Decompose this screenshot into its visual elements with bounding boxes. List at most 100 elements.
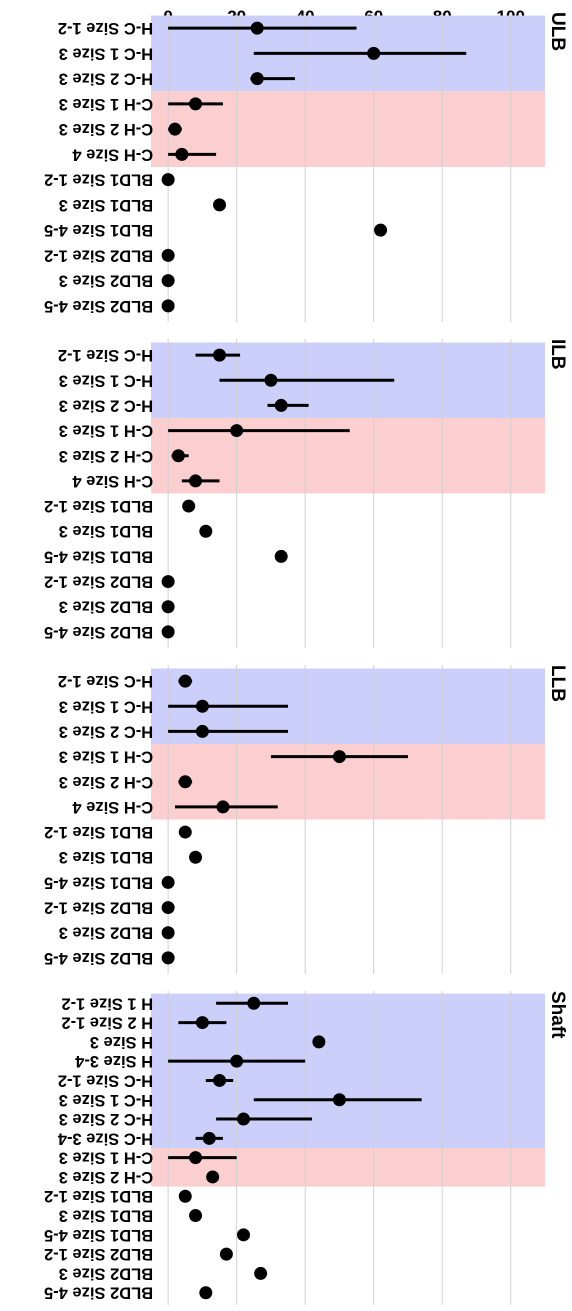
panel-1-category-label-0: H-C Size 1-2 bbox=[58, 346, 153, 364]
panel-3-point-4 bbox=[213, 1073, 227, 1087]
panel-0-point-11 bbox=[161, 299, 175, 313]
panel-0-point-10 bbox=[161, 274, 175, 288]
panel-3-point-13 bbox=[219, 1247, 233, 1261]
panel-0-category-label-3: C-H 1 Size 3 bbox=[59, 95, 153, 113]
panel-2-category-label-2: H-C 2 Size 3 bbox=[59, 722, 153, 740]
panel-0-point-2 bbox=[250, 72, 264, 86]
panel-1-point-9 bbox=[161, 575, 175, 589]
panel-0-category-label-9: BLD2 Size 1-2 bbox=[44, 246, 153, 264]
panel-2-point-4 bbox=[178, 775, 192, 789]
panel-0-point-8 bbox=[374, 223, 388, 237]
panel-3-point-3 bbox=[230, 1054, 244, 1068]
panel-1-point-11 bbox=[161, 625, 175, 639]
panel-1-point-3 bbox=[230, 424, 244, 438]
panel-2-category-label-10: BLD2 Size 3 bbox=[59, 924, 153, 942]
panel-2-category-label-5: C-H Size 4 bbox=[72, 798, 154, 816]
panel-2-point-11 bbox=[161, 951, 175, 965]
panel-0-point-1 bbox=[367, 46, 381, 60]
panel-1-category-label-8: BLD1 Size 4-5 bbox=[44, 547, 153, 565]
panel-2-point-1 bbox=[195, 699, 209, 713]
panel-2-point-6 bbox=[178, 825, 192, 839]
panel-3-category-label-10: BLD1 Size 1-2 bbox=[44, 1187, 153, 1205]
panel-0-category-label-5: C-H Size 4 bbox=[72, 145, 154, 163]
panel-2-point-0 bbox=[178, 674, 192, 688]
panel-2-category-label-8: BLD1 Size 4-5 bbox=[44, 873, 153, 891]
panel-1-point-2 bbox=[274, 398, 288, 412]
panel-0-category-label-1: H-C 1 Size 3 bbox=[59, 44, 153, 62]
panel-2-point-9 bbox=[161, 901, 175, 915]
panel-2-point-7 bbox=[189, 850, 203, 864]
panel-2-point-5 bbox=[216, 800, 230, 814]
panel-3-category-label-4: H-C Size 1-2 bbox=[58, 1071, 153, 1089]
panel-1-point-6 bbox=[182, 499, 196, 513]
panel-2-point-3 bbox=[332, 750, 346, 764]
panel-0-category-label-2: H-C 2 Size 3 bbox=[59, 70, 153, 88]
panel-3-category-label-11: BLD1 Size 3 bbox=[59, 1207, 153, 1225]
panel-3-point-7 bbox=[202, 1131, 216, 1145]
panel-1-category-label-4: C-H 2 Size 3 bbox=[59, 447, 153, 465]
panel-3-category-label-12: BLD1 Size 4-5 bbox=[44, 1226, 153, 1244]
panel-1-point-7 bbox=[199, 524, 213, 538]
panel-0-category-label-10: BLD2 Size 3 bbox=[59, 272, 153, 290]
panel-1-point-8 bbox=[274, 549, 288, 563]
panel-0-title: ULB bbox=[547, 12, 568, 51]
panel-2-category-label-6: BLD1 Size 1-2 bbox=[44, 823, 153, 841]
panel-0-red-band bbox=[151, 91, 545, 167]
panel-3-category-label-15: BLD2 Size 4-5 bbox=[44, 1284, 153, 1302]
panel-3-point-5 bbox=[332, 1093, 346, 1107]
panel-0-category-label-6: BLD1 Size 1-2 bbox=[44, 171, 153, 189]
panel-1-category-label-9: BLD2 Size 1-2 bbox=[44, 573, 153, 591]
panel-3-category-label-3: H Size 3-4 bbox=[74, 1052, 153, 1070]
panel-0-category-label-0: H-C Size 1-2 bbox=[58, 19, 153, 37]
panel-2-point-10 bbox=[161, 926, 175, 940]
panel-2-point-8 bbox=[161, 875, 175, 889]
panel-3-point-14 bbox=[254, 1266, 268, 1280]
panel-3-title: Shaft bbox=[547, 991, 568, 1039]
panel-1-category-label-10: BLD2 Size 3 bbox=[59, 598, 153, 616]
panel-3-point-6 bbox=[237, 1112, 251, 1126]
panel-2-blue-band bbox=[151, 668, 545, 745]
panel-1-category-label-11: BLD2 Size 4-5 bbox=[44, 623, 153, 641]
panel-1-point-10 bbox=[161, 600, 175, 614]
panel-3-category-label-8: C-H 1 Size 3 bbox=[59, 1149, 153, 1167]
panel-2-category-label-3: C-H 1 Size 3 bbox=[59, 748, 153, 766]
panel-3-blue-band bbox=[151, 993, 545, 1148]
panel-2-category-label-9: BLD2 Size 1-2 bbox=[44, 899, 153, 917]
panel-3-point-8 bbox=[189, 1151, 203, 1165]
panel-0-point-4 bbox=[168, 122, 182, 136]
panel-2-point-2 bbox=[195, 724, 209, 738]
panel-2-title: LLB bbox=[547, 665, 568, 702]
panel-3-point-9 bbox=[206, 1170, 220, 1184]
panel-3-category-label-2: H Size 3 bbox=[90, 1033, 153, 1051]
panel-2-category-label-0: H-C Size 1-2 bbox=[58, 672, 153, 690]
panel-3-category-label-6: H-C 2 Size 3 bbox=[59, 1110, 153, 1128]
panel-3-category-label-9: C-H 2 Size 3 bbox=[59, 1168, 153, 1186]
panel-3-point-10 bbox=[178, 1189, 192, 1203]
panel-3-point-2 bbox=[312, 1035, 326, 1049]
panel-3-category-label-0: H 1 Size 1-2 bbox=[61, 994, 153, 1012]
panel-2-red-band bbox=[151, 744, 545, 820]
panel-1-category-label-1: H-C 1 Size 3 bbox=[59, 371, 153, 389]
panel-3-category-label-14: BLD2 Size 3 bbox=[59, 1264, 153, 1282]
panel-2-category-label-4: C-H 2 Size 3 bbox=[59, 773, 153, 791]
panel-1-point-1 bbox=[264, 373, 278, 387]
panel-1-point-4 bbox=[171, 449, 185, 463]
panel-3-category-label-1: H 2 Size 1-2 bbox=[61, 1014, 153, 1032]
panel-0-point-5 bbox=[175, 147, 189, 161]
panel-0-category-label-8: BLD1 Size 4-5 bbox=[44, 221, 153, 239]
panel-3-point-12 bbox=[237, 1228, 251, 1242]
panel-3-category-label-7: H-C Size 3-4 bbox=[57, 1129, 153, 1147]
panel-0-category-label-4: C-H 2 Size 3 bbox=[59, 120, 153, 138]
panel-3-red-band bbox=[151, 1148, 545, 1187]
panel-2-category-label-11: BLD2 Size 4-5 bbox=[44, 949, 153, 967]
panel-3-category-label-13: BLD2 Size 1-2 bbox=[44, 1245, 153, 1263]
panel-0-point-9 bbox=[161, 248, 175, 262]
panel-3-category-label-5: H-C 1 Size 3 bbox=[59, 1091, 153, 1109]
panel-0-point-7 bbox=[213, 198, 227, 212]
panel-2-category-label-1: H-C 1 Size 3 bbox=[59, 697, 153, 715]
panel-3-point-11 bbox=[189, 1209, 203, 1223]
panel-1-point-0 bbox=[213, 348, 227, 362]
panel-1-category-label-5: C-H Size 4 bbox=[72, 472, 154, 490]
